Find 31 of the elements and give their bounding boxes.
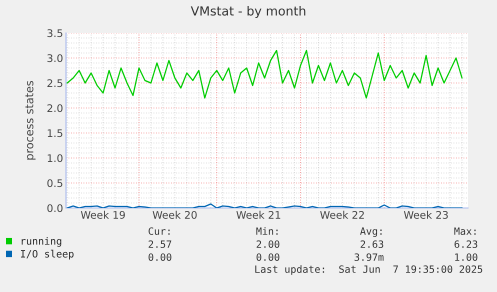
x-tick-label: Week 21 — [236, 210, 280, 219]
chart-title: VMstat - by month — [190, 6, 306, 18]
x-tick-label: Week 22 — [320, 210, 364, 219]
text: Min: — [256, 227, 278, 235]
text: 2.63 — [360, 240, 384, 248]
legend-label: running — [22, 237, 62, 247]
text: 6.23 — [454, 240, 478, 248]
text: 2.00 — [256, 240, 280, 248]
text: 2.57 — [148, 240, 172, 248]
text: Max: — [454, 227, 476, 235]
y-tick-label: 2.0 — [47, 104, 63, 112]
y-axis-title: process states — [25, 80, 36, 160]
y-tick-label: 3.5 — [47, 29, 62, 38]
x-tick-label: Week 20 — [152, 210, 197, 219]
text: Avg: — [360, 227, 382, 237]
y-tick-label: 3.0 — [47, 54, 63, 62]
text: 0.00 — [256, 253, 280, 261]
line-series — [66, 50, 463, 99]
y-tick-label: 0.0 — [47, 204, 63, 212]
text: 0.00 — [148, 253, 172, 261]
x-tick-label: Week 23 — [404, 210, 448, 219]
y-tick-label: 0.5 — [47, 179, 62, 188]
legend-label: I/O sleep — [20, 250, 74, 260]
x-tick-label: Week 19 — [80, 210, 125, 219]
text: Cur: — [148, 227, 170, 235]
text: 3.97m — [354, 253, 384, 261]
text: Last update: Sat Jun 7 19:35:00 2025 — [255, 265, 482, 275]
text: 1.00 — [455, 253, 478, 261]
y-tick-label: 2.5 — [47, 79, 62, 88]
y-tick-label: 1.5 — [48, 129, 62, 138]
y-tick-label: 1.0 — [48, 154, 63, 162]
